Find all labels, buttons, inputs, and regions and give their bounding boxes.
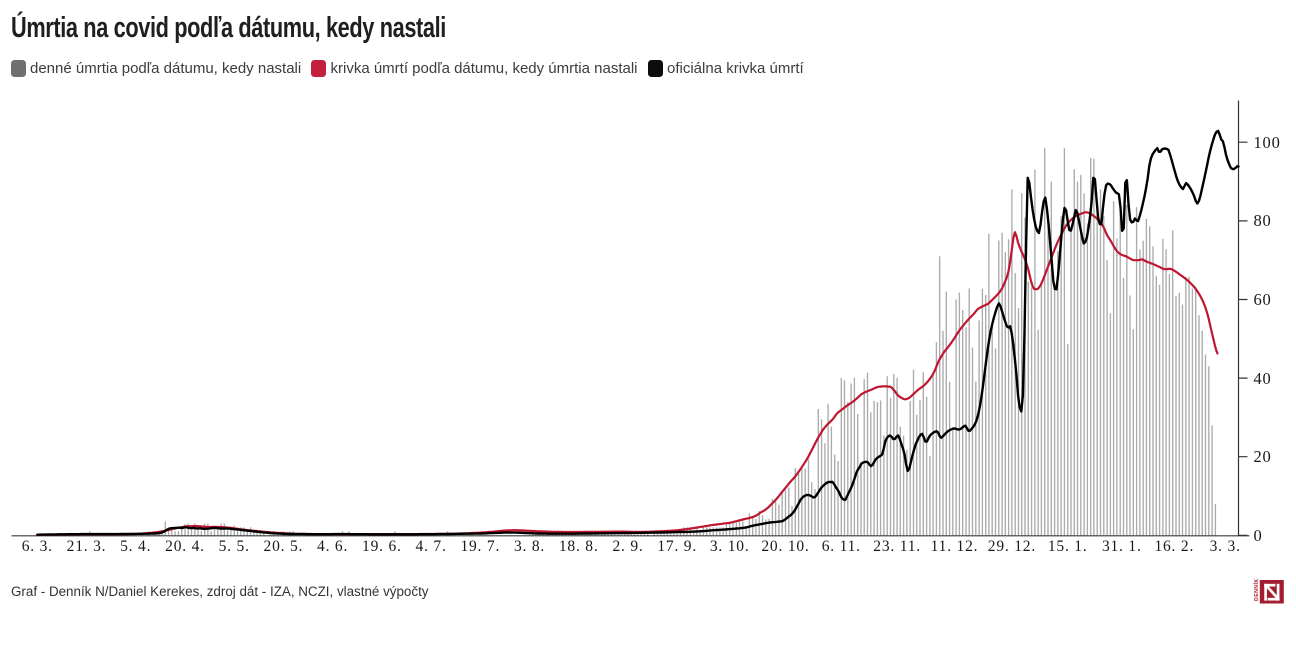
svg-text:DENNÍK: DENNÍK [1252, 578, 1260, 601]
